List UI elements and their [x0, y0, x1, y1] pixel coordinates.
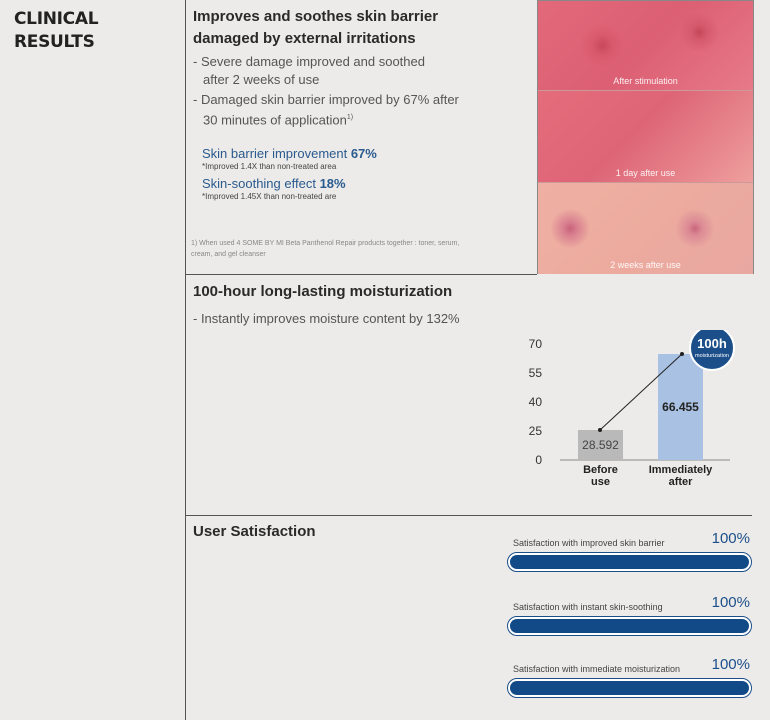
- bullet-item: - Severe damage improved and soothed aft…: [193, 54, 425, 87]
- vertical-divider: [185, 0, 186, 720]
- bar: [658, 354, 703, 460]
- satisfaction-section-title: User Satisfaction: [193, 523, 316, 540]
- x-tick-label: Before: [583, 464, 618, 476]
- moisture-section-title: 100-hour long-lasting moisturization: [193, 283, 453, 300]
- satisfaction-fill: [510, 555, 749, 569]
- photo-caption: 2 weeks after use: [610, 260, 681, 270]
- heading-line-1: CLINICAL: [14, 9, 99, 29]
- footnote-mark: 1): [346, 114, 354, 121]
- bullet-item: - Damaged skin barrier improved by 67% a…: [193, 92, 459, 128]
- divider-1: [185, 274, 537, 275]
- trend-point: [680, 352, 684, 356]
- y-tick-label: 25: [529, 424, 543, 438]
- moisture-bullet: - Instantly improves moisture content by…: [193, 311, 460, 326]
- photo-2-weeks: 2 weeks after use: [538, 183, 753, 274]
- stat-barrier: Skin barrier improvement 67% *Improved 1…: [202, 146, 377, 171]
- heading-line-2: RESULTS: [14, 32, 95, 52]
- satisfaction-label: Satisfaction with instant skin-soothing: [513, 602, 663, 612]
- photo-after-stimulation: After stimulation: [538, 1, 753, 91]
- y-tick-label: 55: [529, 366, 543, 380]
- satisfaction-bar: [507, 552, 752, 572]
- badge-sub: moisturization: [695, 353, 729, 359]
- badge-main: 100h: [697, 336, 727, 351]
- barrier-section-title: Improves and soothes skin barrier damage…: [193, 8, 439, 47]
- satisfaction-value: 100%: [711, 530, 750, 547]
- x-tick-label: Immediately: [649, 464, 713, 476]
- y-tick-label: 70: [529, 337, 543, 351]
- trend-line: [599, 353, 683, 431]
- photo-caption: After stimulation: [613, 76, 678, 86]
- satisfaction-label: Satisfaction with improved skin barrier: [513, 538, 665, 548]
- x-tick-label: after: [669, 476, 694, 488]
- satisfaction-label: Satisfaction with immediate moisturizati…: [513, 664, 681, 674]
- photo-caption: 1 day after use: [615, 168, 676, 178]
- stat-soothing: Skin-soothing effect 18% *Improved 1.45X…: [202, 176, 346, 201]
- satisfaction-value: 100%: [711, 594, 750, 611]
- bar: [578, 430, 623, 460]
- stat-note: *Improved 1.4X than non-treated area: [202, 162, 337, 171]
- trend-point: [598, 428, 602, 432]
- footnote: 1) When used 4 SOME BY MI Beta Panthenol…: [191, 240, 460, 258]
- clinical-results-heading: CLINICAL RESULTS: [14, 8, 164, 54]
- x-tick-label: use: [591, 476, 610, 488]
- satisfaction-bar: [507, 678, 752, 698]
- stat-value: 18%: [319, 176, 346, 191]
- y-tick-label: 0: [535, 453, 542, 467]
- skin-photo-strip: After stimulation 1 day after use 2 week…: [537, 0, 754, 274]
- stat-note: *Improved 1.45X than non-treated are: [202, 192, 337, 201]
- barrier-bullets: - Severe damage improved and soothed aft…: [193, 53, 459, 131]
- satisfaction-fill: [510, 619, 749, 633]
- satisfaction-fill: [510, 681, 749, 695]
- data-label: 28.592: [582, 438, 619, 452]
- duration-badge: [689, 330, 735, 371]
- divider-2: [185, 515, 752, 516]
- satisfaction-bar: [507, 616, 752, 636]
- stat-value: 67%: [350, 146, 377, 161]
- y-tick-label: 40: [529, 395, 543, 409]
- data-label: 66.455: [662, 400, 699, 414]
- photo-1-day: 1 day after use: [538, 91, 753, 183]
- satisfaction-value: 100%: [711, 656, 750, 673]
